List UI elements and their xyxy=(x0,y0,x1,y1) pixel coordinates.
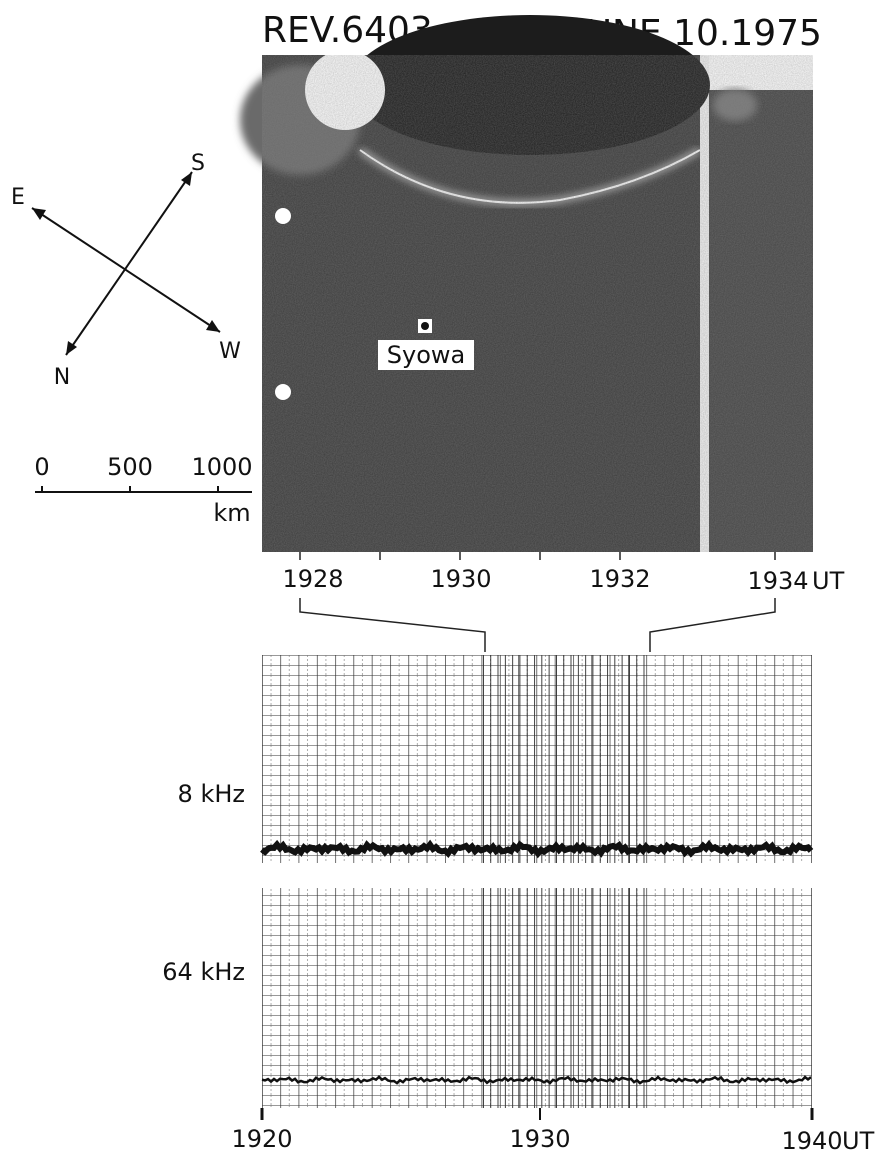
arrowhead xyxy=(181,172,192,186)
record-time-unit: UT xyxy=(842,1127,875,1155)
scale-label: 0 xyxy=(34,453,49,481)
connector xyxy=(649,598,776,652)
record-time-label: 1920 xyxy=(231,1125,292,1153)
compass-e: E xyxy=(11,185,25,210)
time-label: 1928 xyxy=(282,565,343,593)
trace-8khz xyxy=(260,839,814,859)
compass xyxy=(31,171,221,356)
channel-label: 64 kHz xyxy=(162,958,245,986)
compass-s: S xyxy=(191,151,205,176)
connector xyxy=(299,598,486,652)
time-unit: UT xyxy=(812,567,845,595)
station-label: Syowa xyxy=(387,341,465,369)
arrowhead xyxy=(206,320,220,332)
record-dense xyxy=(483,888,650,1108)
ew-axis xyxy=(31,207,221,333)
compass-w: W xyxy=(219,339,241,364)
scale-label: 500 xyxy=(107,453,153,481)
sn-axis xyxy=(65,171,193,356)
station-label-bg xyxy=(378,340,474,370)
station-marker xyxy=(421,322,429,330)
marker-dot xyxy=(275,384,291,400)
trace-64khz xyxy=(261,1075,812,1085)
scale-unit: km xyxy=(213,499,250,527)
arrowhead xyxy=(32,208,46,220)
time-label: 1932 xyxy=(589,565,650,593)
time-label: 1934 xyxy=(747,567,808,595)
marker-dot xyxy=(275,208,291,224)
record-dense xyxy=(483,655,650,863)
arrowhead xyxy=(66,341,77,355)
time-label: 1930 xyxy=(430,565,491,593)
scale-label: 1000 xyxy=(191,453,252,481)
channel-label: 8 kHz xyxy=(178,780,245,808)
record-time-label: 1930 xyxy=(509,1125,570,1153)
record-time-label: 1940 xyxy=(781,1127,842,1155)
compass-n: N xyxy=(54,365,70,390)
image-grain xyxy=(262,55,813,552)
image-ticks xyxy=(299,552,776,560)
